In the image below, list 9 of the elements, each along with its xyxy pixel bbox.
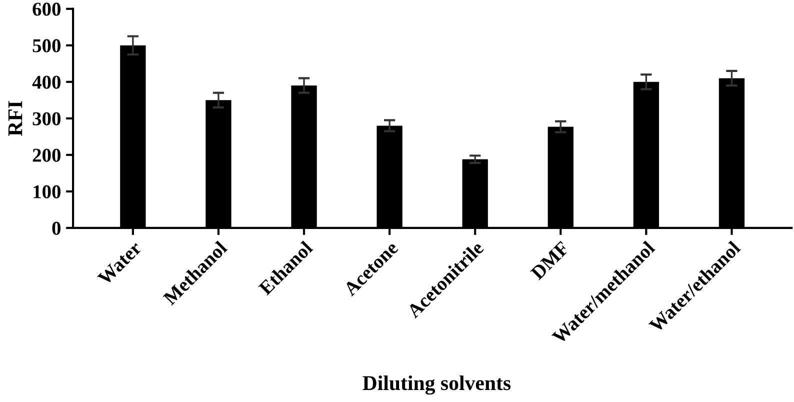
y-axis-title: RFI	[8, 101, 22, 136]
y-tick-label: 500	[32, 39, 60, 52]
y-tick-label: 0	[52, 222, 60, 235]
y-tick-label: 100	[34, 185, 60, 198]
y-tick-label: 400	[32, 76, 60, 89]
x-axis-title: Diluting solvents	[362, 375, 511, 395]
y-tick-label: 600	[32, 2, 60, 16]
y-tick-label: 300	[32, 112, 60, 126]
y-tick-label: 200	[32, 148, 60, 162]
